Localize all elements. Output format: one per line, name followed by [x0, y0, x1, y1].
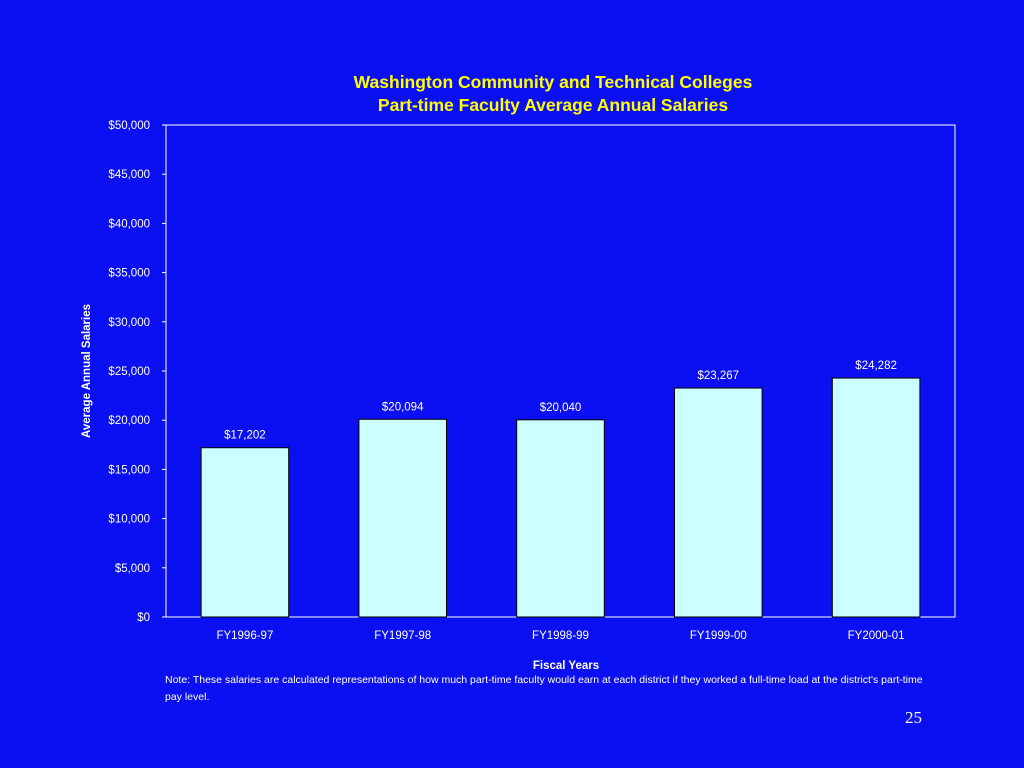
footnote: Note: These salaries are calculated repr… — [165, 674, 923, 703]
x-tick-label: FY1997-98 — [374, 630, 431, 642]
bar — [358, 418, 447, 618]
chart-title: Washington Community and Technical Colle… — [353, 72, 753, 92]
y-axis-ticks: $0 $5,000 $10,000 $15,000 $20,000 $25,000 $30,… — [108, 120, 166, 624]
x-tick-label: FY1999-00 — [690, 630, 747, 642]
y-tick-label: $30,000 — [108, 317, 150, 329]
y-tick-label: $0 — [137, 612, 150, 624]
bar — [200, 447, 290, 618]
chart-subtitle: Part-time Faculty Average Annual Salarie… — [377, 95, 729, 115]
x-tick-label: FY1996-97 — [216, 630, 273, 642]
y-axis-label: Average Annual Salaries — [81, 304, 93, 438]
y-tick-label: $45,000 — [108, 169, 150, 181]
bar — [516, 419, 605, 618]
data-label: $17,202 — [224, 430, 266, 442]
x-tick-label: FY1998-99 — [532, 630, 589, 642]
x-axis-label: Fiscal Years — [533, 660, 599, 672]
y-tick-label: $40,000 — [108, 218, 150, 230]
y-tick-label: $20,000 — [108, 415, 150, 427]
x-tick-label: FY2000-01 — [848, 630, 905, 642]
y-tick-label: $25,000 — [108, 366, 150, 378]
data-label: $24,282 — [855, 360, 897, 372]
y-tick-label: $10,000 — [108, 514, 150, 526]
data-label: $23,267 — [698, 370, 740, 382]
page-number: 25 — [905, 708, 922, 727]
bar — [831, 377, 921, 618]
y-tick-label: $5,000 — [115, 563, 150, 575]
y-tick-label: $50,000 — [108, 120, 150, 132]
bar — [674, 387, 763, 618]
y-tick-label: $35,000 — [108, 268, 150, 280]
data-label: $20,040 — [540, 402, 582, 414]
data-labels: $17,202 $20,094 $20,040 $23,267 $24,282 — [224, 360, 897, 442]
y-tick-label: $15,000 — [108, 464, 150, 476]
x-axis-ticks: FY1996-97 FY1997-98 FY1998-99 FY1999-00 FY20… — [216, 630, 904, 642]
data-label: $20,094 — [382, 401, 424, 413]
bars — [200, 377, 921, 618]
